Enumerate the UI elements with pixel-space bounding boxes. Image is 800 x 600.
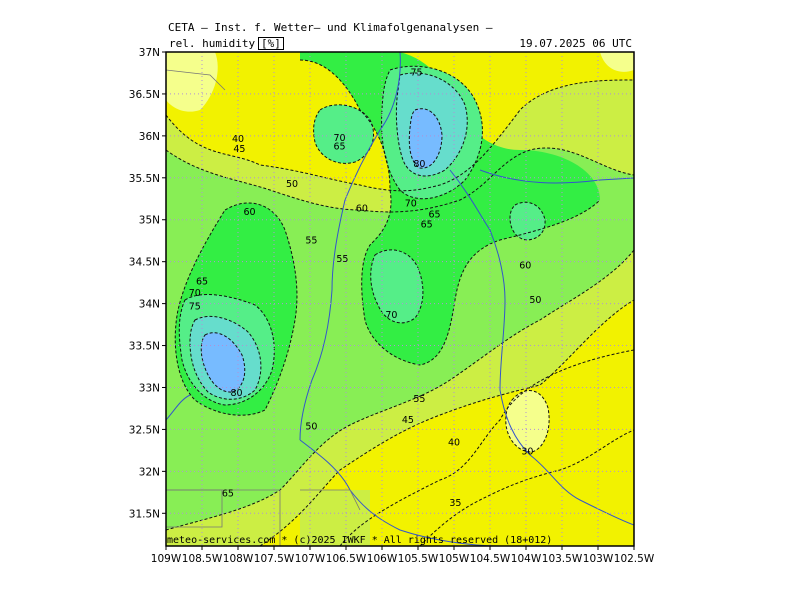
lat-tick-label: 34N [139,299,160,311]
latitude-axis: 37N 36.5N 36N 35.5N 35N 34.5N 34N 33.5N 33N 32.5N… [129,47,160,520]
lat-tick-label: 33.5N [129,341,160,353]
zone-80-west [201,332,245,393]
contour-label: 75 [189,302,201,313]
parameter-bar: rel. humidity [%] 19.07.2025 06 UTC [166,37,634,51]
lon-tick-label: 108W [223,553,254,565]
contour-label: 60 [243,207,255,218]
contour-labels: 7570658070656560404550605555605070657075… [189,68,542,509]
contour-label: 65 [333,141,345,152]
contour-label: 80 [413,159,425,170]
zone-70-east [510,202,546,240]
zone-70-nw [313,104,374,164]
lat-tick-label: 37N [139,47,160,59]
contour-label: 30 [521,447,533,458]
lon-tick-label: 104W [511,553,542,565]
contour-label: 60 [356,204,368,215]
contour-label: 70 [333,133,345,144]
valid-time: 19.07.2025 06 UTC [519,37,632,50]
parameter-unit: [%] [258,37,284,50]
lat-tick-label: 35.5N [129,173,160,185]
contour-lines [166,59,634,546]
contour-label: 50 [529,295,541,306]
map-frame [165,51,635,547]
lon-tick-label: 108.5W [182,553,223,565]
lat-tick-label: 31.5N [129,508,160,520]
lon-tick-label: 104.5W [470,553,511,565]
lon-tick-label: 109W [151,553,182,565]
map-title: CETA — Inst. f. Wetter— und Klimafolgena… [168,21,493,34]
zone-30-nw [166,52,218,112]
lon-tick-label: 102.5W [614,553,655,565]
lat-tick-label: 36N [139,131,160,143]
contour-label: 45 [233,144,245,155]
contour-label: 50 [305,422,317,433]
zone-30-east [505,390,550,452]
rivers [166,52,634,546]
contour-label: 65 [421,219,433,230]
contour-label: 40 [232,134,244,145]
contour-label: 50 [286,179,298,190]
axis-ticks [162,51,635,550]
contour-label: 35 [449,498,461,509]
humidity-field [166,52,634,546]
parameter-label: rel. humidity [169,37,256,50]
longitude-axis: 109W 108.5W 108W 107.5W 107W 106.5W 106W 105.5W… [151,553,655,565]
contour-label: 70 [405,198,417,209]
contour-label: 70 [385,310,397,321]
contour-label: 60 [519,261,531,272]
lat-tick-label: 32N [139,466,160,478]
lon-tick-label: 103.5W [542,553,583,565]
contour-label: 70 [189,288,201,299]
contour-label: 65 [196,276,208,287]
lat-tick-label: 36.5N [129,89,160,101]
contour-label: 40 [448,438,460,449]
lon-tick-label: 105.5W [398,553,439,565]
lon-tick-label: 106.5W [326,553,367,565]
contour-label: 75 [411,68,423,79]
contour-label: 55 [305,235,317,246]
borders [166,69,361,546]
contour-label: 65 [429,209,441,220]
contour-label: 45 [402,415,414,426]
zone-70-central [370,249,423,323]
lat-tick-label: 35N [139,215,160,227]
lon-tick-label: 103W [583,553,614,565]
lat-tick-label: 34.5N [129,257,160,269]
contour-label: 55 [336,254,348,265]
contour-label: 55 [413,394,425,405]
lat-tick-label: 32.5N [129,424,160,436]
zone-45-south [300,490,370,546]
lon-tick-label: 106W [367,553,398,565]
lon-tick-label: 107.5W [254,553,295,565]
lon-tick-label: 107W [295,553,326,565]
zone-30-ne [600,52,634,72]
zone-80-north [409,108,442,169]
contour-label: 65 [222,489,234,500]
lat-tick-label: 33N [139,382,160,394]
contour-label: 80 [231,388,243,399]
lon-tick-label: 105W [439,553,470,565]
copyright-notice: meteo-services.com * (c)2025 IWKF * All … [167,535,553,546]
